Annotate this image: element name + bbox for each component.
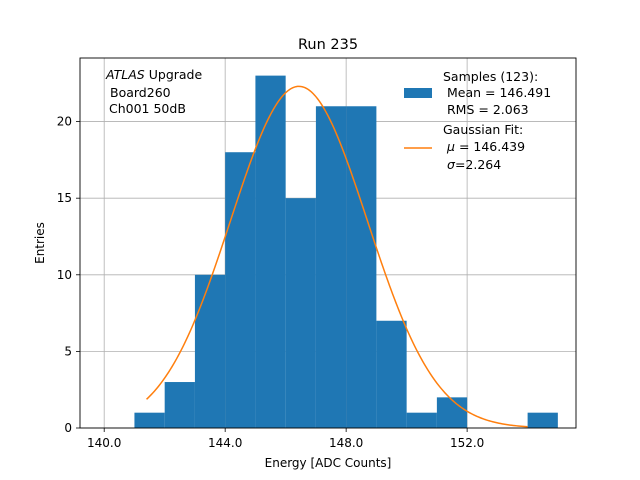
sigma-value: =2.264 bbox=[455, 157, 501, 172]
legend-fit-sigma: σ=2.264 bbox=[447, 157, 501, 172]
y-tick-label: 15 bbox=[57, 191, 72, 205]
histogram-bar bbox=[225, 152, 256, 428]
histogram-bar bbox=[255, 75, 286, 428]
mu-value: = 146.439 bbox=[459, 139, 525, 154]
histogram-bars bbox=[134, 75, 558, 429]
x-tick-label: 148.0 bbox=[329, 436, 363, 450]
atlas-upgrade-text: Upgrade bbox=[149, 67, 203, 82]
histogram-bar bbox=[527, 412, 558, 428]
histogram-bar bbox=[134, 412, 165, 428]
histogram-bar bbox=[315, 106, 347, 429]
y-tick-label: 5 bbox=[64, 344, 72, 358]
y-tick-label: 0 bbox=[64, 421, 72, 435]
plot-frame bbox=[79, 57, 577, 429]
histogram-bar bbox=[346, 106, 377, 429]
x-axis-label: Energy [ADC Counts] bbox=[265, 456, 392, 470]
y-tick-label: 10 bbox=[57, 268, 72, 282]
legend-fit-label: Gaussian Fit: bbox=[443, 122, 523, 137]
channel-label: Ch001 50dB bbox=[109, 101, 186, 116]
board-label: Board260 bbox=[110, 85, 171, 100]
legend-samples-label: Samples (123): bbox=[443, 69, 538, 84]
legend-mean: Mean = 146.491 bbox=[447, 85, 551, 100]
mu-symbol: μ bbox=[446, 139, 455, 154]
sigma-symbol: σ bbox=[447, 157, 456, 172]
legend: Samples (123): Mean = 146.491 RMS = 2.06… bbox=[404, 69, 551, 172]
gaussian-fit-curve bbox=[146, 85, 528, 428]
histogram-bar bbox=[376, 320, 407, 428]
axis-ticks: 140.0 144.0 148.0 152.0 0 5 10 15 20 bbox=[57, 115, 485, 450]
gaussian-fit-layer bbox=[146, 85, 528, 428]
histogram-bar bbox=[194, 274, 226, 428]
x-tick-label: 152.0 bbox=[450, 436, 484, 450]
y-tick-label: 20 bbox=[57, 115, 72, 129]
legend-rms: RMS = 2.063 bbox=[447, 102, 529, 117]
x-tick-label: 144.0 bbox=[208, 436, 242, 450]
histogram-bar bbox=[285, 198, 316, 428]
histogram-bar bbox=[164, 382, 195, 428]
chart-title: Run 235 bbox=[298, 37, 358, 53]
histogram-bar bbox=[406, 412, 437, 428]
legend-bar-swatch bbox=[404, 88, 432, 98]
atlas-label: ATLAS Upgrade bbox=[105, 67, 202, 82]
x-tick-label: 140.0 bbox=[87, 436, 121, 450]
histogram-bar bbox=[436, 397, 468, 428]
y-axis-label: Entries bbox=[33, 222, 47, 264]
atlas-experiment-name: ATLAS bbox=[105, 67, 145, 82]
legend-fit-mu: μ = 146.439 bbox=[446, 139, 525, 154]
